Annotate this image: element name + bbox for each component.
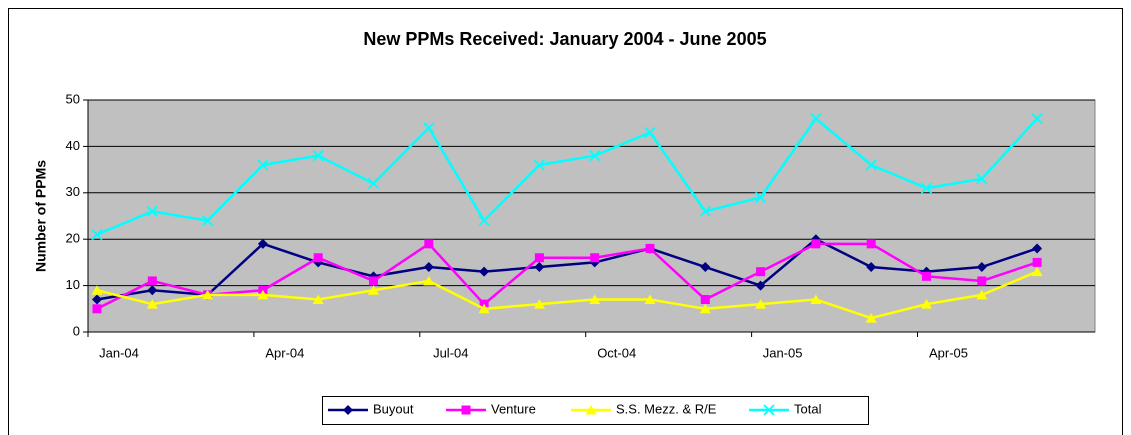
x-tick-label: Apr-05 bbox=[929, 345, 968, 360]
marker bbox=[91, 285, 103, 295]
marker bbox=[423, 122, 435, 134]
marker bbox=[1031, 266, 1043, 277]
marker bbox=[313, 253, 323, 263]
marker bbox=[589, 150, 601, 162]
marker bbox=[976, 173, 988, 185]
marker bbox=[461, 405, 471, 415]
marker bbox=[367, 177, 380, 190]
marker bbox=[756, 267, 766, 277]
marker bbox=[866, 239, 876, 249]
marker bbox=[91, 228, 103, 241]
marker bbox=[147, 276, 157, 286]
marker bbox=[202, 289, 214, 300]
marker bbox=[866, 262, 877, 273]
x-tick-label: Jul-04 bbox=[433, 345, 468, 360]
marker bbox=[1032, 257, 1042, 267]
marker bbox=[146, 299, 158, 309]
marker bbox=[699, 303, 711, 314]
marker bbox=[700, 262, 711, 273]
marker bbox=[645, 243, 655, 253]
series-line bbox=[96, 242, 1038, 310]
x-tick-label: Jan-05 bbox=[763, 345, 803, 360]
marker bbox=[478, 303, 490, 314]
marker bbox=[1031, 112, 1043, 125]
series-line bbox=[96, 237, 1038, 301]
marker bbox=[343, 405, 353, 415]
marker bbox=[644, 294, 656, 305]
marker bbox=[534, 253, 544, 263]
marker bbox=[922, 271, 931, 281]
marker bbox=[423, 262, 434, 273]
x-tick-label: Jan-04 bbox=[99, 345, 139, 360]
marker bbox=[810, 294, 822, 305]
marker bbox=[312, 150, 324, 162]
marker bbox=[201, 215, 214, 227]
marker bbox=[585, 405, 597, 415]
marker bbox=[92, 304, 102, 314]
marker bbox=[755, 299, 767, 309]
legend-label: Buyout bbox=[373, 401, 414, 416]
y-tick-label: 30 bbox=[66, 184, 80, 199]
marker bbox=[754, 191, 767, 204]
y-tick-label: 20 bbox=[66, 231, 80, 246]
marker bbox=[479, 266, 490, 277]
marker bbox=[257, 289, 269, 300]
marker bbox=[368, 285, 379, 295]
marker bbox=[589, 294, 601, 305]
marker bbox=[755, 280, 766, 291]
plot-area bbox=[87, 99, 1096, 333]
marker bbox=[865, 313, 877, 323]
marker bbox=[92, 294, 102, 305]
y-axis-title: Number of PPMs bbox=[33, 160, 49, 272]
marker bbox=[699, 205, 711, 217]
marker bbox=[1032, 243, 1043, 254]
marker bbox=[257, 159, 269, 171]
marker bbox=[976, 262, 987, 273]
series-line bbox=[96, 270, 1038, 320]
marker bbox=[977, 276, 987, 286]
y-tick-label: 0 bbox=[73, 323, 80, 338]
x-tick-label: Apr-04 bbox=[265, 345, 304, 360]
marker bbox=[590, 253, 600, 263]
marker bbox=[424, 239, 434, 249]
marker bbox=[700, 295, 710, 305]
marker bbox=[920, 182, 933, 194]
marker bbox=[369, 276, 378, 286]
marker bbox=[533, 299, 545, 309]
marker bbox=[534, 262, 545, 273]
legend: Buyout Venture S.S. Mezz. & R/E Total bbox=[322, 396, 869, 425]
marker bbox=[147, 285, 158, 296]
marker bbox=[478, 215, 490, 227]
legend-label: S.S. Mezz. & R/E bbox=[616, 401, 717, 416]
marker bbox=[810, 112, 822, 125]
marker bbox=[533, 159, 546, 171]
marker bbox=[146, 205, 158, 217]
marker bbox=[811, 239, 821, 249]
chart-title: New PPMs Received: January 2004 - June 2… bbox=[363, 29, 766, 49]
marker bbox=[865, 159, 877, 171]
y-tick-label: 40 bbox=[66, 138, 80, 153]
marker bbox=[976, 289, 988, 300]
legend-label: Venture bbox=[491, 401, 536, 416]
marker bbox=[257, 238, 268, 249]
y-tick-label: 10 bbox=[66, 277, 80, 292]
marker bbox=[644, 126, 656, 139]
marker bbox=[312, 294, 324, 305]
legend-label: Total bbox=[794, 401, 822, 416]
series-line bbox=[96, 116, 1039, 236]
marker bbox=[921, 299, 932, 309]
marker bbox=[763, 404, 775, 416]
marker bbox=[423, 275, 435, 286]
y-tick-label: 50 bbox=[66, 91, 80, 106]
x-tick-label: Oct-04 bbox=[597, 345, 636, 360]
